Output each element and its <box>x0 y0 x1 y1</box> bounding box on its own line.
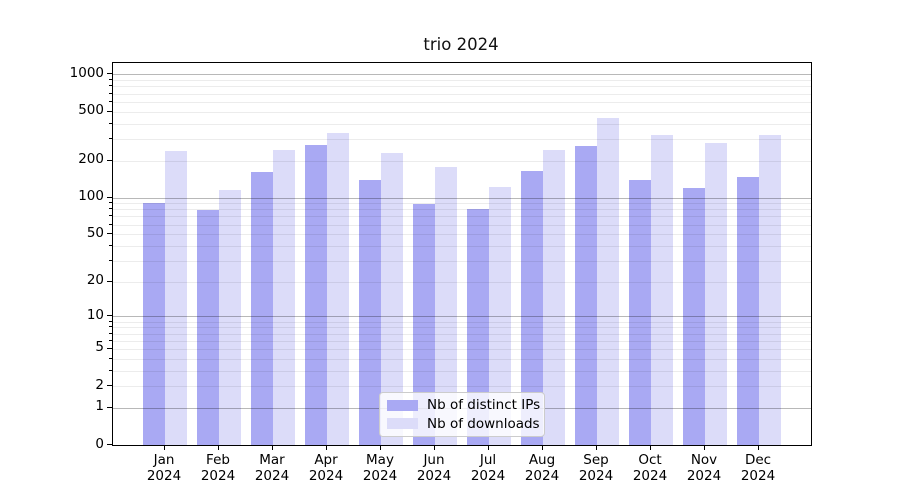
x-tick-aug <box>542 445 543 450</box>
legend-row-downloads: Nb of downloads <box>387 415 540 432</box>
y-tick-10 <box>106 315 112 317</box>
bar-ips-aug <box>521 170 543 445</box>
y-tick-300 <box>109 137 112 139</box>
y-tick-60 <box>109 223 112 225</box>
x-tick-label-aug: Aug 2024 <box>524 452 560 484</box>
bar-downloads-dec <box>759 135 781 445</box>
bar-ips-jan <box>143 203 165 445</box>
y-tick-4 <box>109 357 112 359</box>
bar-downloads-jul <box>489 187 511 445</box>
y-tick-label-20: 20 <box>86 272 104 289</box>
x-tick-label-feb: Feb 2024 <box>200 452 236 484</box>
y-tick-label-100: 100 <box>78 188 104 204</box>
bar-downloads-jan <box>165 150 187 445</box>
bar-ips-may <box>359 179 381 445</box>
bar-downloads-mar <box>273 150 295 445</box>
x-tick-dec <box>758 445 759 450</box>
x-tick-label-may: May 2024 <box>362 452 398 484</box>
y-tick-500 <box>106 110 112 112</box>
y-tick-label-0: 0 <box>95 435 104 452</box>
legend-row-ips: Nb of distinct IPs <box>387 397 541 414</box>
y-tick-9 <box>109 320 112 322</box>
y-tick-900 <box>109 79 112 81</box>
x-tick-label-apr: Apr 2024 <box>308 452 344 484</box>
y-tick-6 <box>109 339 112 341</box>
bars-layer <box>113 63 811 445</box>
x-tick-jan <box>164 445 165 450</box>
ips-swatch-icon <box>387 399 418 411</box>
y-tick-80 <box>109 208 112 210</box>
y-tick-90 <box>109 202 112 204</box>
x-tick-label-oct: Oct 2024 <box>632 452 668 484</box>
bar-downloads-apr <box>327 132 349 445</box>
x-tick-label-jun: Jun 2024 <box>416 452 452 484</box>
bar-downloads-oct <box>651 134 673 445</box>
y-tick-label-500: 500 <box>78 102 104 119</box>
y-tick-0 <box>106 444 112 445</box>
x-tick-mar <box>272 445 273 450</box>
x-tick-label-sep: Sep 2024 <box>578 452 614 484</box>
y-tick-2 <box>106 385 112 387</box>
x-tick-jul <box>488 445 489 450</box>
y-tick-label-10: 10 <box>86 306 104 323</box>
y-tick-70 <box>109 215 112 217</box>
downloads-swatch-icon <box>387 418 418 430</box>
bar-downloads-aug <box>543 149 565 445</box>
y-tick-700 <box>109 92 112 94</box>
y-tick-label-50: 50 <box>86 224 104 241</box>
x-tick-label-mar: Mar 2024 <box>254 452 290 484</box>
y-tick-8 <box>109 326 112 328</box>
y-tick-label-200: 200 <box>78 151 104 168</box>
bar-downloads-jun <box>435 167 457 445</box>
bar-downloads-feb <box>219 190 241 445</box>
y-tick-400 <box>109 122 112 124</box>
legend-label-ips: Nb of distinct IPs <box>427 397 541 414</box>
bar-ips-jun <box>413 203 435 445</box>
y-tick-7 <box>109 332 112 334</box>
x-tick-apr <box>326 445 327 450</box>
x-tick-label-nov: Nov 2024 <box>686 452 722 484</box>
y-tick-3 <box>109 369 112 371</box>
chart-title: trio 2024 <box>423 35 499 54</box>
y-tick-5 <box>106 347 112 349</box>
x-tick-jun <box>434 445 435 450</box>
bar-ips-dec <box>737 176 759 445</box>
legend-label-downloads: Nb of downloads <box>427 415 540 432</box>
y-tick-label-2: 2 <box>95 376 104 393</box>
x-tick-label-jul: Jul 2024 <box>470 452 506 484</box>
bar-ips-apr <box>305 144 327 445</box>
bar-ips-jul <box>467 208 489 445</box>
y-tick-40 <box>109 244 112 246</box>
x-tick-oct <box>650 445 651 450</box>
x-tick-label-dec: Dec 2024 <box>740 452 776 484</box>
y-tick-20 <box>106 280 112 282</box>
bar-ips-nov <box>683 187 705 445</box>
y-tick-label-1000: 1000 <box>69 64 104 81</box>
x-tick-label-jan: Jan 2024 <box>146 452 182 484</box>
y-tick-label-5: 5 <box>95 339 104 356</box>
y-tick-1000 <box>106 73 112 75</box>
bar-ips-sep <box>575 146 597 445</box>
y-tick-600 <box>109 100 112 102</box>
x-tick-may <box>380 445 381 450</box>
bar-downloads-nov <box>705 143 727 445</box>
x-tick-sep <box>596 445 597 450</box>
y-tick-50 <box>106 233 112 235</box>
y-tick-200 <box>106 159 112 161</box>
bar-ips-feb <box>197 210 219 445</box>
plot-area <box>112 62 812 446</box>
x-tick-nov <box>704 445 705 450</box>
bar-ips-mar <box>251 172 273 445</box>
y-tick-100 <box>106 196 112 198</box>
bar-ips-oct <box>629 179 651 445</box>
y-tick-1 <box>106 406 112 408</box>
legend: Nb of distinct IPs Nb of downloads <box>379 392 545 437</box>
y-tick-800 <box>109 85 112 87</box>
y-tick-label-1: 1 <box>95 398 104 415</box>
x-tick-feb <box>218 445 219 450</box>
y-tick-30 <box>109 259 112 261</box>
bar-downloads-sep <box>597 118 619 445</box>
bar-downloads-may <box>381 153 403 445</box>
